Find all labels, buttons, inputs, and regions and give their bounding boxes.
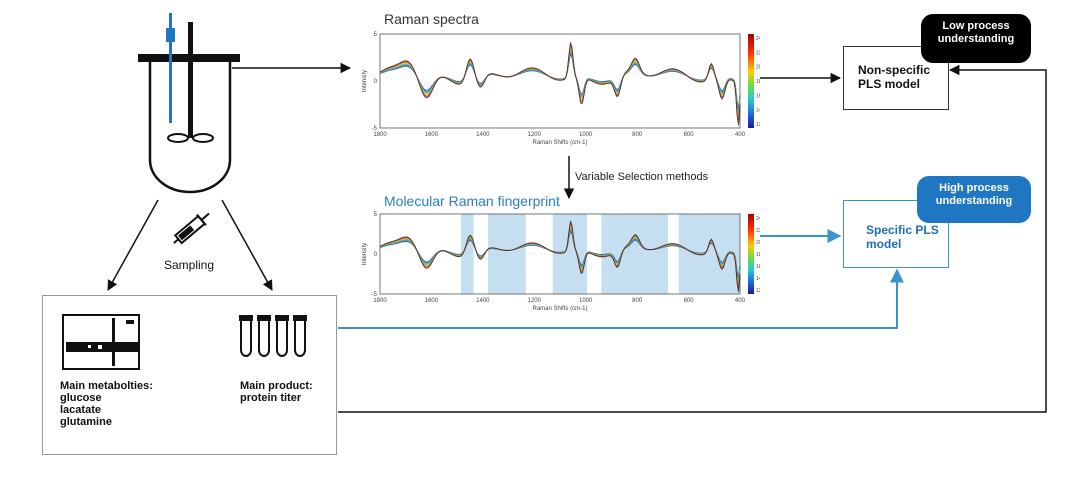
x-tick-label: 400 [735,298,746,304]
x-tick-label: 1400 [476,132,490,138]
fingerprint-spectrum-plot: 1800 1600 1400 1200 1000 800 600 400 Raman Shift… [362,212,760,312]
colorbar-tick-label: 12 [756,288,760,294]
y-tick-label: -5 [372,126,378,132]
colorbar-tick-label: 14 [756,276,760,282]
raw-spectrum-plot: 1800 1600 1400 1200 1000 800 600 400 Raman Shift… [362,32,760,146]
colorbar-tick-label: 18 [756,252,760,258]
x-tick-label: 1000 [579,298,593,304]
x-axis-label: Raman Shifts (cm-1) [532,306,587,312]
x-tick-label: 800 [632,132,643,138]
spectrum-series-line [379,50,741,111]
x-tick-label: 1800 [373,132,387,138]
spectrum-series-line [379,220,741,292]
sampling-label: Sampling [164,258,215,272]
x-tick-label: 400 [735,132,746,138]
colorbar-tick-label: 20 [756,240,760,246]
nonspecific-model-box: Non-specific PLS model [843,46,949,110]
colorbar-tick-label: 16 [756,264,760,270]
metabolite-item: lacatate [60,404,101,416]
x-tick-label: 800 [632,298,643,304]
y-tick-label: 5 [374,212,378,218]
colorbar-tick-label: 20 [756,65,760,71]
y-tick-label: 5 [374,32,378,38]
x-tick-label: 1800 [373,298,387,304]
sampling-arrow-left [107,199,159,291]
x-tick-label: 1600 [425,132,439,138]
metabolites-list: Main metabolties: glucose lacatate gluta… [60,380,153,428]
y-tick-label: 0 [374,252,378,258]
selected-region-band [678,214,740,294]
colorbar-tick-label: 18 [756,79,760,85]
y-tick-label: 0 [374,79,378,85]
x-tick-label: 1400 [476,298,490,304]
metabolite-item: glucose [60,392,102,404]
x-axis-label: Raman Shifts (cm-1) [532,140,587,146]
x-tick-label: 600 [684,132,695,138]
selected-region-band [461,214,474,294]
plot-frame [379,213,741,295]
sample-tubes-icon [239,315,307,357]
spectrum-series-line [379,42,741,126]
metabolite-item: glutamine [60,416,112,428]
spectrum-series-line [379,49,741,114]
variable-selection-label: Variable Selection methods [575,171,709,183]
selected-region-band [601,214,668,294]
nonspecific-model-label: Non-specific PLS model [858,63,931,91]
colorbar-tick-label: 12 [756,122,760,128]
selected-region-band [488,214,526,294]
colorbar-tick-label: 14 [756,108,760,114]
colorbar [748,214,754,294]
product-value: protein titer [240,392,302,404]
low-understanding-badge: Low process understanding [921,14,1031,63]
colorbar-tick-label: 16 [756,93,760,99]
x-tick-label: 600 [684,298,695,304]
colorbar [748,34,754,128]
y-axis-label: Intensity [362,243,368,265]
bioreactor-illustration [138,13,240,194]
metabolites-title: Main metabolties: [60,380,153,392]
analyzer-icon [62,314,140,370]
high-understanding-badge: High process understanding [917,176,1031,223]
specific-model-label: Specific PLS model [866,223,939,251]
raw-spectrum-title: Raman spectra [384,11,479,27]
spectrum-series-line [379,52,741,109]
plot-frame [379,33,741,129]
x-tick-label: 1200 [528,298,542,304]
y-tick-label: -5 [372,292,378,298]
colorbar-tick-label: 22 [756,228,760,234]
product-info: Main product: protein titer [240,380,313,404]
x-tick-label: 1600 [425,298,439,304]
x-tick-label: 1200 [528,132,542,138]
product-title: Main product: [240,380,313,392]
sampling-arrow-right [221,199,273,291]
analytics-panel [42,295,337,455]
x-tick-label: 1000 [579,132,593,138]
colorbar-tick-label: 22 [756,50,760,56]
colorbar-tick-label: 24 [756,216,760,222]
analytics-to-specific-line [338,268,904,329]
y-axis-label: Intensity [362,70,368,92]
fingerprint-title: Molecular Raman fingerprint [384,193,560,209]
syringe-icon [173,212,210,245]
colorbar-tick-label: 24 [756,36,760,42]
analytics-to-nonspecific-line [338,64,1047,413]
